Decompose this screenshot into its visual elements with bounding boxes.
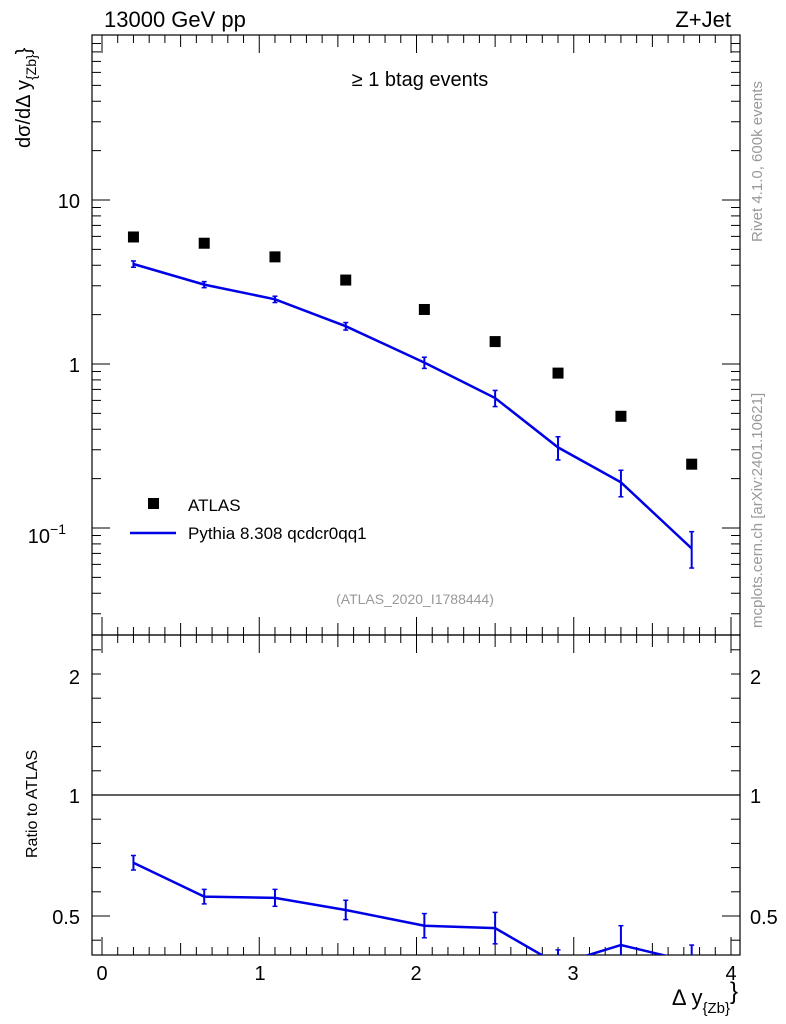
ratio-y-tick-label-2-right: 2: [750, 667, 761, 689]
ratio-y-tick-label-1: 1: [69, 786, 80, 808]
selection-label: ≥ 1 btag events: [352, 69, 489, 91]
ratio-y-tick-label-0p5: 0.5: [52, 907, 80, 929]
legend: ATLAS Pythia 8.308 qcdcr0qq1: [130, 496, 367, 543]
ratio-line: [132, 861, 668, 955]
analysis-label: (ATLAS_2020_I1788444): [336, 591, 494, 607]
ratio-y-ticks: [92, 649, 740, 941]
source-label: mcplots.cern.ch [arXiv:2401.10621]: [749, 393, 766, 628]
main-y-axis-title: dσ/dΔ y{Zb}}: [13, 47, 39, 148]
process-label: Z+Jet: [675, 7, 731, 32]
main-panel: 10 1 10−1 dσ/dΔ y{Zb}} ATLAS Pythia 8.30…: [13, 34, 741, 636]
rivet-label: Rivet 4.1.0, 600k events: [749, 81, 766, 242]
x-tick-label-0: 0: [96, 963, 107, 985]
legend-mc-label: Pythia 8.308 qcdcr0qq1: [188, 524, 367, 543]
main-y-ticks: [92, 43, 740, 615]
x-tick-label-3: 3: [567, 963, 578, 985]
legend-atlas-label: ATLAS: [188, 496, 241, 515]
legend-atlas-marker: [148, 498, 159, 509]
energy-label: 13000 GeV pp: [104, 7, 246, 32]
atlas-point: [127, 231, 139, 243]
atlas-point: [615, 410, 627, 422]
atlas-point: [489, 336, 501, 348]
ratio-y-tick-label-0p5-right: 0.5: [750, 907, 778, 929]
y-tick-label-10: 10: [58, 191, 80, 213]
ratio-y-tick-label-2: 2: [69, 667, 80, 689]
main-x-ticks: [101, 35, 732, 635]
y-tick-label-0p1: 10−1: [28, 521, 66, 548]
x-tick-label-4: 4: [725, 963, 736, 985]
x-tick-label-2: 2: [410, 963, 421, 985]
ratio-y-axis-title: Ratio to ATLAS: [24, 750, 41, 858]
ratio-y-tick-label-1-right: 1: [750, 786, 761, 808]
ratio-series: [130, 854, 695, 955]
main-series: [127, 231, 698, 569]
main-frame: [91, 34, 741, 636]
ratio-x-ticks: [101, 635, 732, 955]
atlas-point: [418, 303, 430, 315]
y-tick-label-1: 1: [69, 355, 80, 377]
x-tick-label-1: 1: [254, 963, 265, 985]
atlas-point: [686, 458, 698, 470]
atlas-point: [340, 274, 352, 286]
atlas-point: [198, 237, 210, 249]
atlas-point: [269, 251, 281, 263]
ratio-panel: 2 1 0.5 2 1 0.5 Ratio to ATLAS 0 1 2 3 4…: [24, 634, 778, 1017]
atlas-point: [552, 367, 564, 379]
